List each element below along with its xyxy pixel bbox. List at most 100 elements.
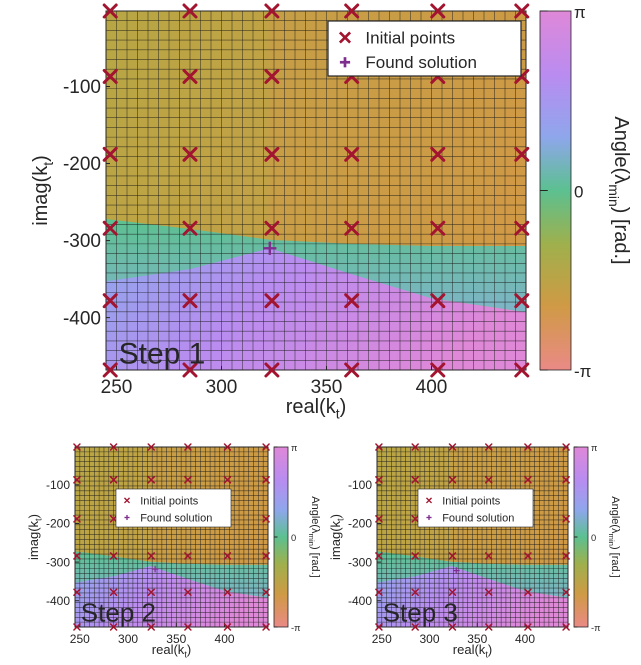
legend-box [115,488,232,528]
found-solution-point [151,565,159,573]
initial-point [182,146,198,162]
legend-label: Initial points [365,28,455,47]
mesh-grid [75,447,268,627]
initial-point [109,588,118,596]
initial-point [109,623,118,631]
initial-point [264,220,280,236]
colorbar-tick-label: 0 [291,533,296,543]
initial-point [182,68,198,84]
initial-point [102,146,118,162]
initial-point [411,443,419,451]
colorbar-tick-label: -π [591,623,601,633]
initial-point [562,443,570,451]
panel-label: Step 2 [81,597,156,627]
y-tick-label: -400 [348,594,372,608]
y-tick-label: -100 [46,478,70,492]
x-tick-label: 400 [416,377,448,398]
axes-box [376,446,569,628]
chart-panel-2: 250 300 350 400 -100 -200 -300 -400 real(kt) imag… [26,443,321,660]
initial-point [184,443,192,451]
y-tick-label: -300 [46,555,70,569]
x-tick-label: 300 [118,632,138,646]
initial-point [109,515,118,523]
x-tick-label: 350 [311,377,343,398]
colorbar-label: Angle(λmin) [rad.] [607,496,621,577]
colorbar-tick-label: -π [291,623,301,633]
x-tick-label: 400 [215,632,235,646]
initial-point [109,443,118,451]
legend-marker-found [426,514,432,521]
y-tick-label: -300 [63,231,101,252]
initial-point [223,443,232,451]
initial-point [223,623,232,631]
legend-label: Initial points [442,495,501,507]
y-tick-label: -300 [348,555,372,569]
initial-point [524,552,532,560]
initial-point [430,362,446,378]
initial-point [184,588,192,596]
legend-label: Found solution [442,512,514,524]
initial-point [411,623,419,631]
initial-point [73,515,81,523]
colorbar-label: Angle(λmin) [rad.] [307,496,321,577]
initial-point [562,588,570,596]
initial-point [102,293,118,309]
x-tick-label: 300 [206,377,238,398]
initial-point [184,552,192,560]
initial-point [73,552,81,560]
axes-box [74,446,269,628]
initial-point [73,588,81,596]
initial-point [262,515,270,523]
initial-point [411,476,419,484]
initial-point [514,293,530,309]
colorbar-tick-label: π [591,443,598,453]
initial-points [375,443,570,631]
panel-label: Step 3 [383,597,458,627]
legend-marker-found [339,57,351,68]
x-tick-label: 400 [515,632,535,646]
legend: Initial points Found solution [327,20,522,77]
initial-point [223,476,232,484]
legend-label: Initial points [140,495,199,507]
initial-point [562,552,570,560]
initial-point [264,3,280,19]
initial-point [264,362,280,378]
found-solution-point [263,241,277,255]
initial-point [448,443,457,451]
y-tick-label: -400 [63,308,101,329]
initial-point [344,220,360,236]
y-axis-label: imag(kt) [30,155,56,226]
initial-point [182,293,198,309]
initial-point [448,623,457,631]
initial-point [430,146,446,162]
y-tick-label: -100 [63,77,101,98]
heatmap-area [377,447,568,627]
initial-point [102,3,118,19]
initial-point [344,293,360,309]
legend: Initial points Found solution [115,488,232,528]
colorbar-tick-label: 0 [574,183,583,202]
initial-point [411,552,419,560]
initial-point [184,476,192,484]
initial-point [411,515,419,523]
initial-point [109,476,118,484]
initial-point [182,362,198,378]
initial-point [102,68,118,84]
initial-point [262,476,270,484]
initial-point [514,3,530,19]
x-tick-label: 250 [101,377,133,398]
legend-marker-found [124,514,130,521]
initial-point [264,293,280,309]
x-axis-label: real(kt) [152,642,191,660]
initial-point [102,220,118,236]
initial-point [524,623,532,631]
initial-point [514,362,530,378]
legend-box [327,20,522,77]
initial-point [264,68,280,84]
initial-point [73,476,81,484]
y-axis-label: imag(kt) [328,514,346,560]
initial-point [147,623,155,631]
initial-point [344,3,360,19]
legend-marker-initial [425,497,433,504]
